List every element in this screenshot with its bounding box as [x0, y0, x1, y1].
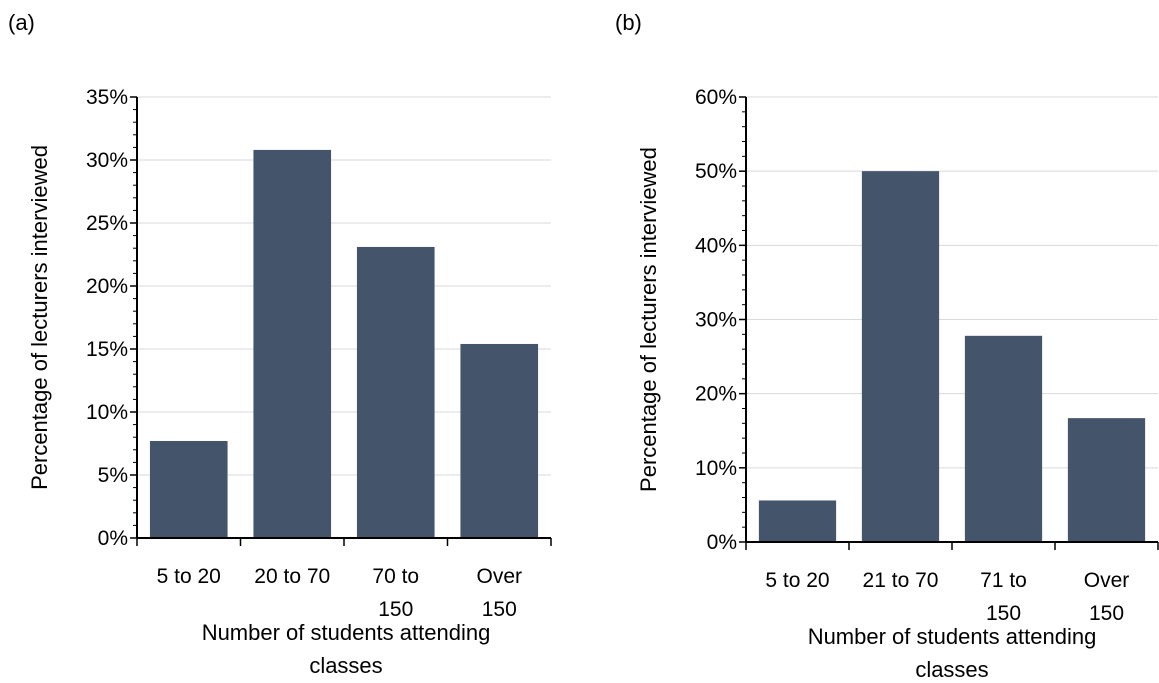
x-tick-label: 150 — [482, 598, 517, 621]
x-tick-label: 20 to 70 — [254, 565, 330, 588]
x-tick-label: 150 — [378, 598, 413, 621]
x-tick-label: 71 to — [980, 569, 1027, 592]
y-tick-label: 0% — [707, 531, 737, 554]
bar — [758, 500, 837, 542]
y-tick-label: 60% — [695, 86, 737, 109]
y-tick-label: 5% — [98, 464, 128, 487]
x-tick-label: 5 to 20 — [765, 569, 829, 592]
y-tick-label: 40% — [695, 234, 737, 257]
y-tick-label: 20% — [695, 383, 737, 406]
y-axis-title: Percentage of lecturers interviewed — [636, 147, 661, 492]
y-tick-label: 25% — [86, 212, 128, 235]
x-axis-title: classes — [915, 657, 988, 682]
y-tick-label: 10% — [86, 401, 128, 424]
bar — [356, 246, 435, 538]
bar — [964, 335, 1043, 542]
y-tick-label: 30% — [86, 149, 128, 172]
x-tick-label: 21 to 70 — [863, 569, 939, 592]
x-tick-label: 150 — [986, 602, 1021, 625]
x-axis-title: classes — [309, 653, 382, 678]
x-tick-label: Over — [476, 565, 522, 588]
y-tick-label: 20% — [86, 275, 128, 298]
bar — [1067, 418, 1146, 542]
y-tick-label: 50% — [695, 160, 737, 183]
x-tick-label: 70 to — [372, 565, 419, 588]
y-tick-label: 15% — [86, 338, 128, 361]
y-tick-label: 0% — [98, 527, 128, 550]
panel-label: (b) — [615, 10, 642, 35]
bar — [149, 440, 228, 538]
x-tick-label: 150 — [1089, 602, 1124, 625]
bar — [253, 149, 332, 539]
bar — [861, 171, 940, 542]
y-tick-label: 35% — [86, 86, 128, 109]
chart-panel-a: (a) 0% 5% 10% 15% 20% 25% 30% 35% 5 to 20 20 to 70… — [8, 10, 552, 678]
y-tick-label: 10% — [695, 457, 737, 480]
y-axis-title: Percentage of lecturers interviewed — [27, 145, 52, 490]
x-tick-label: 5 to 20 — [157, 565, 221, 588]
panel-label: (a) — [8, 10, 35, 35]
y-tick-label: 30% — [695, 309, 737, 332]
x-axis-title: Number of students attending — [808, 624, 1097, 649]
chart-panel-b: (b) 0% 10% 20% 30% 40% 50% 60% 5 to 20 21 to 70 71… — [615, 10, 1159, 682]
x-tick-label: Over — [1084, 569, 1130, 592]
x-axis-title: Number of students attending — [202, 620, 491, 645]
bar — [460, 343, 539, 538]
